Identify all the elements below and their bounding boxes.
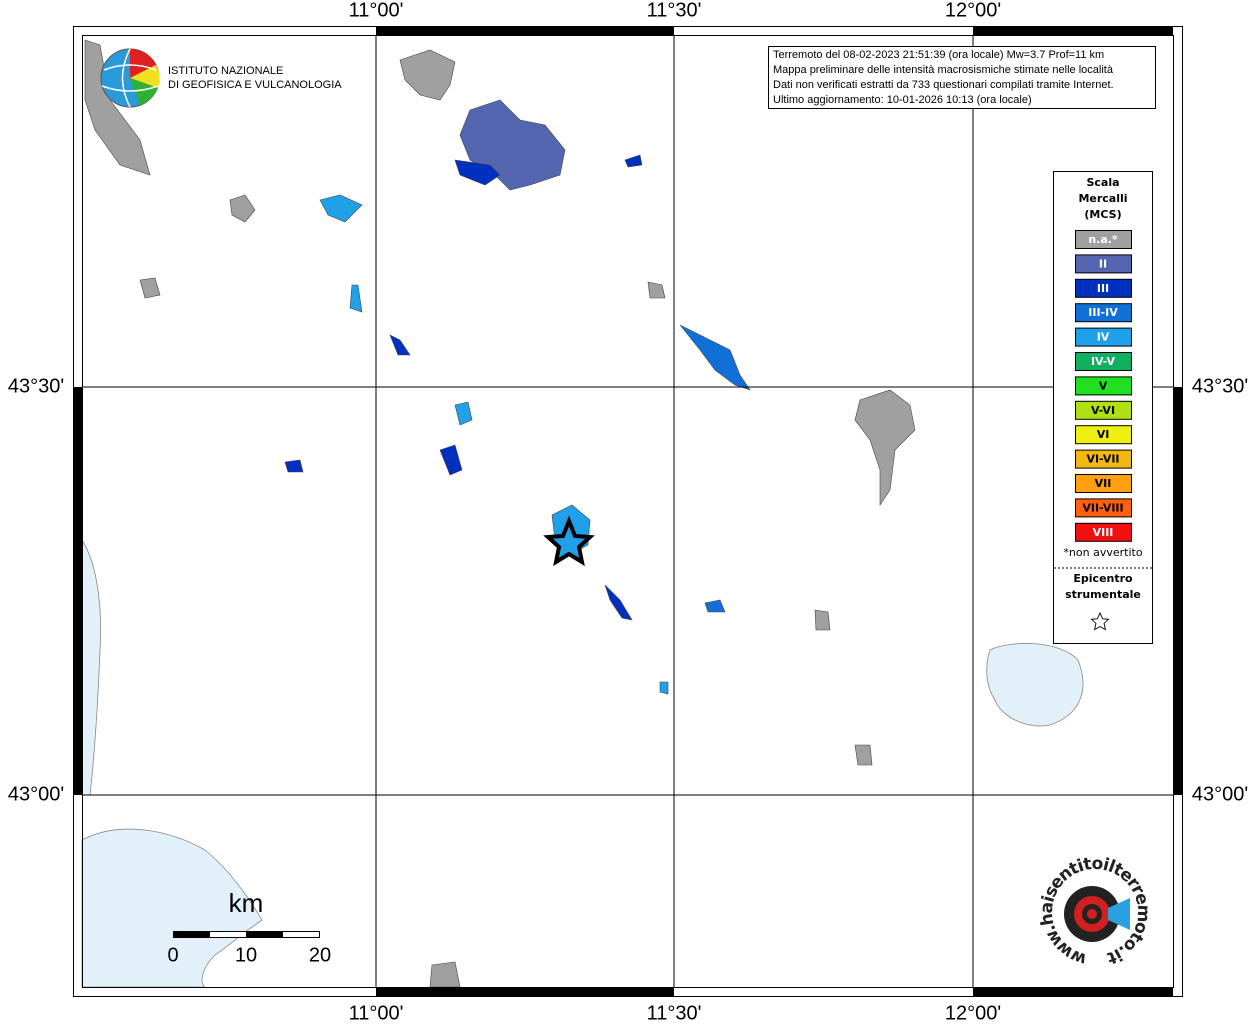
epicenter <box>543 515 595 567</box>
legend-label: IV-V <box>1091 355 1116 368</box>
legend-label: II <box>1099 257 1107 270</box>
legend-title: Mercalli <box>1078 192 1127 205</box>
legend-swatch <box>1075 425 1132 445</box>
lat-label: 43°30' <box>8 375 64 397</box>
legend-label: VII <box>1095 477 1112 490</box>
legend-label: VI-VII <box>1086 453 1119 466</box>
scale-label: 10 <box>235 944 257 966</box>
legend-note: *non avvertito <box>1063 546 1142 559</box>
scale-label: 20 <box>309 944 331 966</box>
scale-label: 0 <box>167 944 178 966</box>
legend-label: VIII <box>1093 526 1114 539</box>
legend-swatch <box>1075 449 1132 469</box>
graticule <box>82 35 1173 987</box>
legend-label: n.a.* <box>1088 233 1118 246</box>
lon-label: 11°30' <box>647 0 702 21</box>
legend-swatch <box>1075 376 1132 396</box>
legend-title: (MCS) <box>1084 208 1121 221</box>
legend-swatch <box>1075 327 1132 347</box>
legend-swatch <box>1075 400 1132 420</box>
lon-label: 12°00' <box>945 1002 1001 1024</box>
legend-title: Scala <box>1086 176 1119 189</box>
scale-bar: km 0 10 20 <box>167 888 331 966</box>
lon-label: 12°00' <box>945 0 1001 21</box>
legend-swatch <box>1075 474 1132 493</box>
legend-label: V <box>1099 379 1108 392</box>
legend-label: IV <box>1097 331 1110 344</box>
legend-label: VII-VIII <box>1082 501 1123 514</box>
info-line: Dati non verificati estratti da 733 ques… <box>773 79 1114 91</box>
frame <box>73 26 1183 997</box>
institute-name: ISTITUTO NAZIONALE <box>168 65 283 77</box>
legend-label: VI <box>1097 428 1110 441</box>
scale-unit: km <box>229 888 264 918</box>
lon-label: 11°00' <box>349 1002 404 1024</box>
axis-labels: 11°00' 11°30' 12°00' 11°00' 11°30' 12°00… <box>8 0 1248 1024</box>
ingv-logo: ISTITUTO NAZIONALE DI GEOFISICA E VULCAN… <box>100 48 342 108</box>
legend-swatch <box>1075 254 1132 274</box>
lat-label: 43°00' <box>8 783 64 805</box>
legend-swatch <box>1075 498 1132 518</box>
info-line: Ultimo aggiornamento: 10-01-2026 10:13 (… <box>773 94 1032 106</box>
lat-label: 43°30' <box>1192 375 1248 397</box>
water <box>81 538 1084 988</box>
lon-label: 11°30' <box>647 1002 702 1024</box>
legend-label: III-IV <box>1088 306 1118 319</box>
info-line: Mappa preliminare delle intensità macros… <box>773 64 1114 76</box>
legend-swatch <box>1075 303 1132 323</box>
lon-label: 11°00' <box>349 0 404 21</box>
legend-label: III <box>1097 282 1109 295</box>
legend-label: V-VI <box>1091 404 1115 417</box>
info-line: Terremoto del 08-02-2023 21:51:39 (ora l… <box>773 49 1104 61</box>
epicenter-label: Epicentro <box>1073 572 1133 585</box>
info-box: Terremoto del 08-02-2023 21:51:39 (ora l… <box>768 46 1156 109</box>
institute-name: DI GEOFISICA E VULCANOLOGIA <box>168 79 342 91</box>
legend-swatch <box>1075 522 1132 542</box>
legend-swatch <box>1075 230 1132 249</box>
legend: Scala Mercalli (MCS) *non avvertito Epic… <box>1053 171 1153 644</box>
legend-swatch <box>1075 278 1132 298</box>
legend-swatch <box>1075 352 1132 371</box>
epicenter-label: strumentale <box>1065 588 1141 601</box>
lat-label: 43°00' <box>1192 783 1248 805</box>
